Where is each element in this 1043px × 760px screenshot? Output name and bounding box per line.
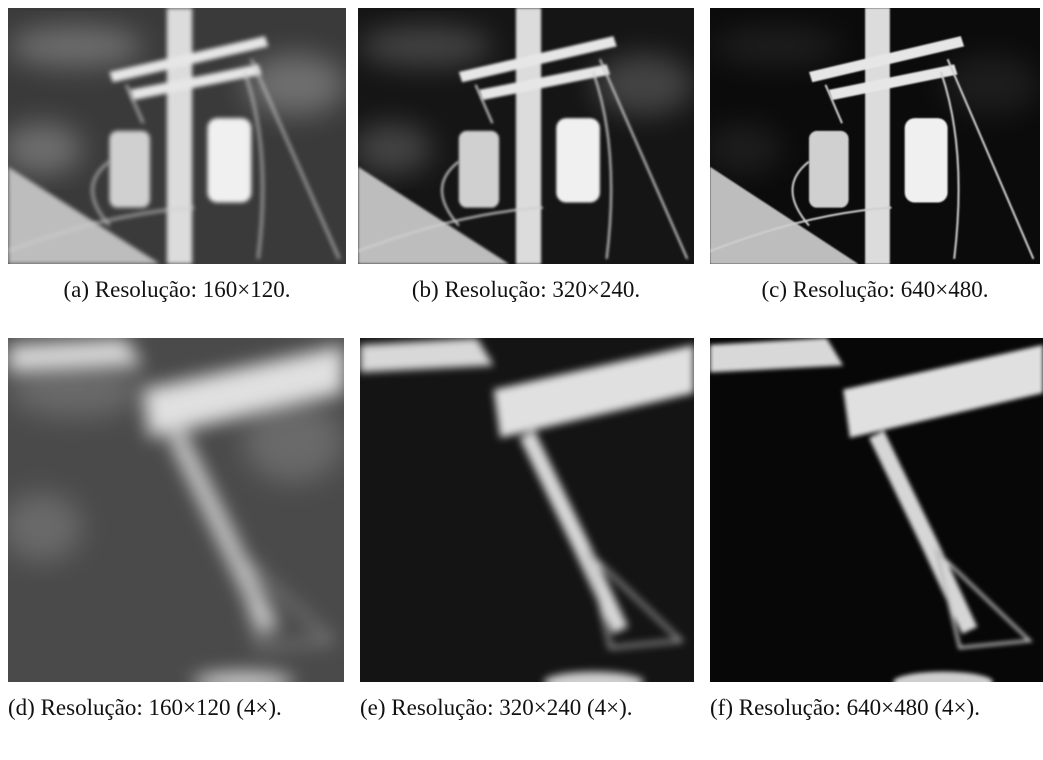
figure-caption: (e) Resolução: 320×240 (4×).: [360, 692, 694, 723]
caption-label: (c): [762, 277, 788, 302]
figure-caption: (b) Resolução: 320×240.: [358, 274, 694, 305]
thermal-image: [8, 338, 344, 682]
thermal-image: [360, 338, 694, 682]
thermal-image: [710, 8, 1040, 264]
figure-caption: (c) Resolução: 640×480.: [710, 274, 1040, 305]
page-body: (a) Resolução: 160×120. (b) Resolução: 3…: [0, 0, 1043, 760]
thermal-image: [358, 8, 694, 264]
thermal-image: [8, 8, 346, 264]
figure-panel: (f) Resolução: 640×480 (4×).: [710, 338, 1043, 723]
caption-label: (f): [710, 695, 733, 720]
caption-text: Resolução: 640×480 (4×).: [739, 695, 980, 720]
figure-panel: (b) Resolução: 320×240.: [358, 8, 694, 305]
figure-panel: (c) Resolução: 640×480.: [710, 8, 1040, 305]
caption-label: (d): [8, 695, 35, 720]
caption-label: (b): [412, 277, 439, 302]
figure-panel: (e) Resolução: 320×240 (4×).: [360, 338, 694, 723]
figure-caption: (a) Resolução: 160×120.: [8, 274, 346, 305]
figure-caption: (f) Resolução: 640×480 (4×).: [710, 692, 1043, 723]
figure-caption: (d) Resolução: 160×120 (4×).: [8, 692, 344, 723]
figure-panel: (a) Resolução: 160×120.: [8, 8, 346, 305]
figure-panel: (d) Resolução: 160×120 (4×).: [8, 338, 344, 723]
caption-text: Resolução: 640×480.: [793, 277, 989, 302]
caption-text: Resolução: 160×120 (4×).: [41, 695, 282, 720]
caption-text: Resolução: 160×120.: [95, 277, 291, 302]
thermal-image: [710, 338, 1043, 682]
caption-label: (e): [360, 695, 386, 720]
page: {"figures": [ {"label": "(a)", "caption"…: [0, 0, 1043, 760]
caption-text: Resolução: 320×240 (4×).: [391, 695, 632, 720]
caption-label: (a): [64, 277, 90, 302]
caption-text: Resolução: 320×240.: [444, 277, 640, 302]
